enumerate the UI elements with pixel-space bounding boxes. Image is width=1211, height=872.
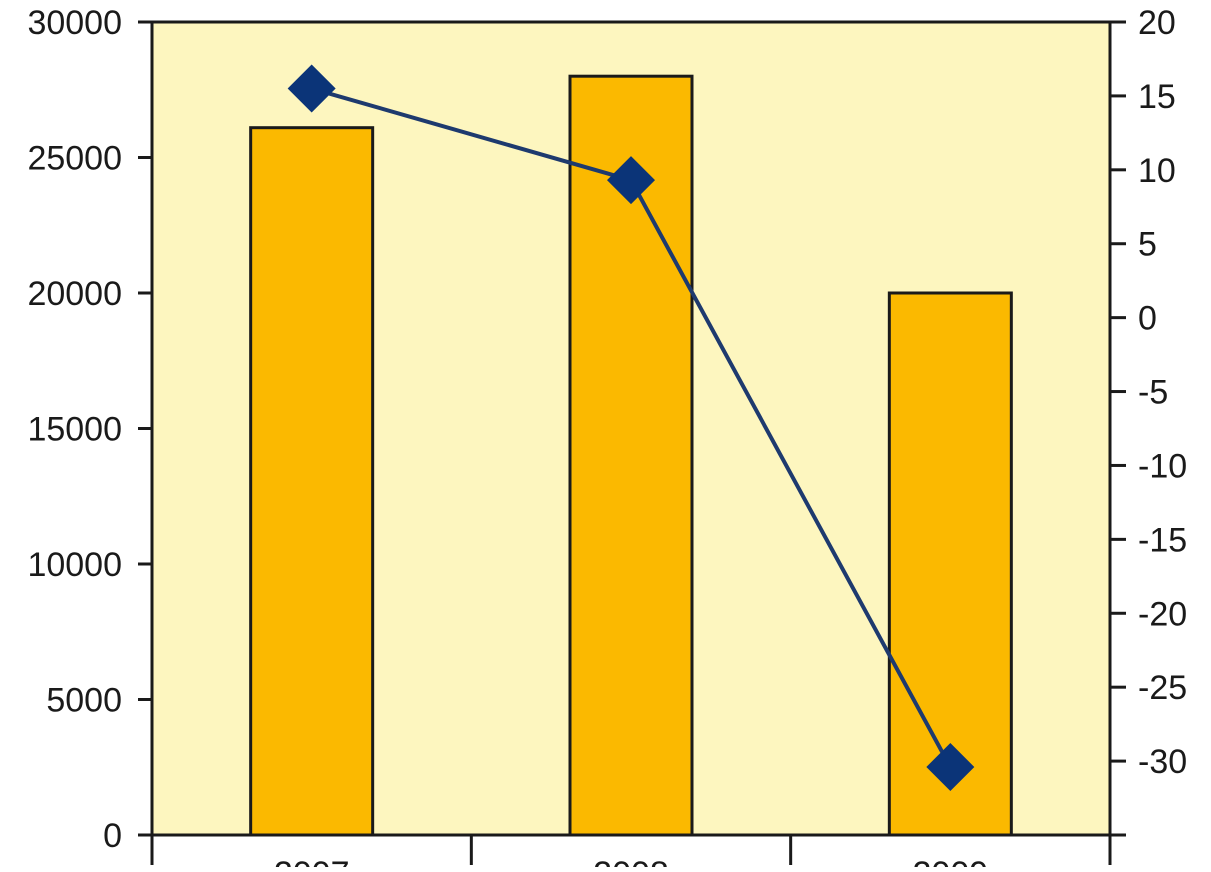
x-category-label: 2008 bbox=[593, 855, 669, 867]
left-tick-label: 5000 bbox=[46, 682, 122, 720]
right-tick-label: -15 bbox=[1138, 521, 1187, 559]
x-axis-categories: 2007 2008 2009 bbox=[150, 835, 1112, 872]
left-tick-label: 10000 bbox=[27, 546, 122, 584]
right-tick-label: -10 bbox=[1138, 447, 1187, 485]
right-tick-label: -5 bbox=[1138, 374, 1168, 412]
right-tick-label: 20 bbox=[1138, 4, 1176, 42]
left-axis-ticks: 0 5000 10000 15000 20000 25000 30000 bbox=[27, 4, 152, 855]
line-marker-2009 bbox=[926, 743, 975, 792]
left-tick-label: 0 bbox=[103, 817, 122, 855]
left-tick-label: 25000 bbox=[27, 140, 122, 178]
left-tick-label: 15000 bbox=[27, 411, 122, 449]
line-marker-2008 bbox=[607, 156, 655, 205]
line-series bbox=[287, 64, 975, 792]
x-category-label: 2007 bbox=[274, 855, 350, 867]
right-tick-label: 0 bbox=[1138, 300, 1157, 338]
right-tick-label: 10 bbox=[1138, 152, 1176, 190]
right-tick-label: -30 bbox=[1138, 743, 1187, 781]
line-marker-2007 bbox=[287, 64, 336, 113]
right-tick-label: 15 bbox=[1138, 78, 1176, 116]
left-tick-label: 30000 bbox=[27, 4, 122, 42]
right-tick-label: 5 bbox=[1138, 226, 1157, 264]
right-axis-ticks: -30 -25 -20 -15 -10 -5 0 5 10 15 20 bbox=[1110, 4, 1187, 837]
left-tick-label: 20000 bbox=[27, 275, 122, 313]
bar-2007 bbox=[249, 126, 375, 837]
right-tick-label: -25 bbox=[1138, 669, 1187, 707]
right-tick-label: -20 bbox=[1138, 595, 1187, 633]
x-category-label: 2009 bbox=[913, 855, 989, 867]
